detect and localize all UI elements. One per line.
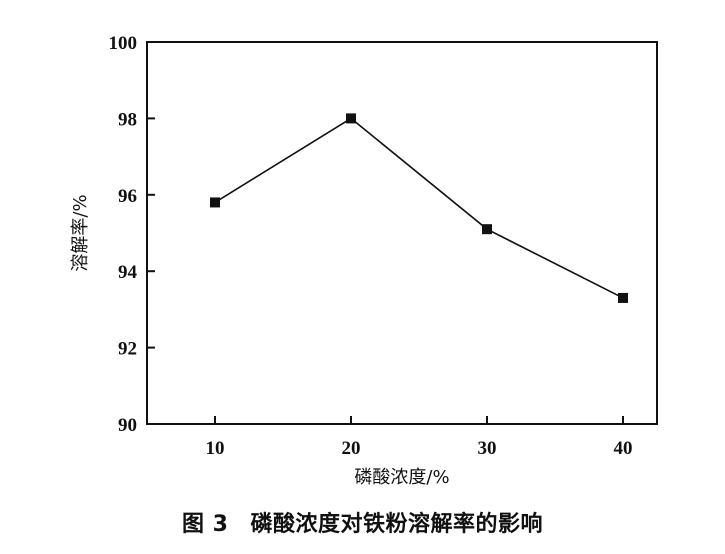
x-tick-label: 20	[342, 438, 361, 459]
series-line	[214, 117, 624, 299]
data-point	[482, 224, 492, 235]
y-axis-title: 溶解率/%	[70, 194, 91, 271]
data-point	[618, 292, 628, 303]
x-tick-label: 10	[206, 438, 225, 459]
y-tick-label: 96	[118, 186, 137, 207]
y-tick-label: 94	[118, 262, 138, 283]
data-point	[210, 197, 220, 208]
y-tick-label: 100	[109, 33, 138, 54]
y-tick-label: 98	[118, 109, 137, 130]
x-tick-label: 30	[478, 438, 497, 459]
x-tick-label: 40	[614, 438, 633, 459]
x-axis-title: 磷酸浓度/%	[354, 467, 449, 488]
data-point	[346, 113, 356, 124]
y-tick-label: 92	[118, 339, 137, 360]
figure-caption: 图 3 磷酸浓度对铁粉溶解率的影响	[0, 506, 725, 538]
chart: 90 92 94 96 98 100 10 20 30 40 磷酸浓度/% 溶解率/%	[70, 33, 658, 488]
y-tick-label: 90	[118, 415, 137, 436]
plot-frame	[146, 41, 658, 425]
caption-figure-number: 图 3	[182, 512, 229, 537]
caption-text: 磷酸浓度对铁粉溶解率的影响	[250, 512, 543, 537]
